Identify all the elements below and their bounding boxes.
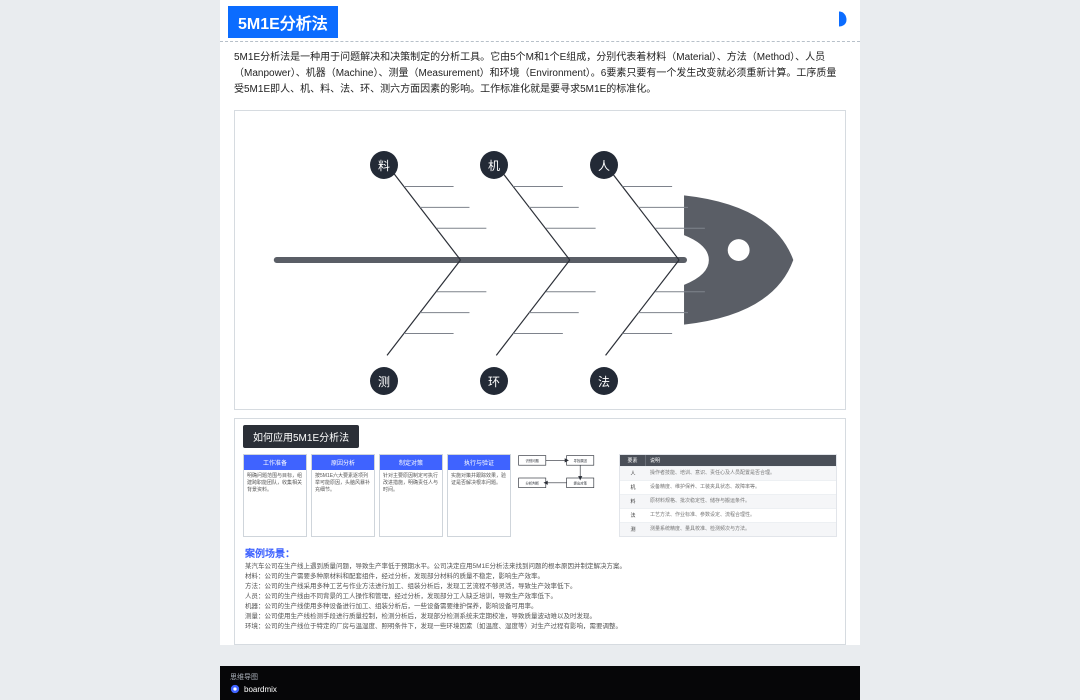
- table-col-1: 说明: [646, 455, 836, 466]
- case-line: 方法：公司的生产线采用多种工艺与作业方法进行加工、组装分析后，发现工艺流程不够灵…: [245, 582, 835, 592]
- fishbone-diagram: 料 机 人测 环 法: [234, 110, 846, 410]
- header: 5M1E分析法: [220, 0, 860, 42]
- case-line: 某汽车公司在生产线上遇到质量问题，导致生产率低于预期水平。公司决定应用5M1E分…: [245, 562, 835, 572]
- howto-section: 如何应用5M1E分析法 工作准备明确问题范围与目标，组建跨职能团队，收集相关背景…: [234, 418, 846, 645]
- svg-text:提出对策: 提出对策: [573, 480, 587, 485]
- table-row: 人操作者技能、培训、意识、责任心及人员配置是否合理。: [620, 466, 836, 480]
- fishbone-svg: [235, 111, 845, 409]
- case-line: 材料：公司的生产需要多种原材料和配套组件，经过分析，发现部分材料的质量不稳定，影…: [245, 572, 835, 582]
- footer-brand: boardmix: [230, 684, 850, 694]
- step: 执行与验证实施对策并跟踪效果，验证是否解决根本问题。: [447, 454, 511, 537]
- brand-logo-icon: [830, 10, 848, 28]
- step: 工作准备明确问题范围与目标，组建跨职能团队，收集相关背景资料。: [243, 454, 307, 537]
- case-line: 测量：公司使用生产线检测手段进行质量控制，检测分析后，发现部分检测系统未定期校准…: [245, 612, 835, 622]
- fishbone-node: 机: [480, 151, 508, 179]
- fishbone-node: 人: [590, 151, 618, 179]
- table-row: 机设备精度、维护保养、工装夹具状态、故障率等。: [620, 480, 836, 494]
- fishbone-node: 法: [590, 367, 618, 395]
- howto-title: 如何应用5M1E分析法: [243, 425, 359, 448]
- case-line: 机器：公司的生产线使用多种设备进行加工、组装分析后，一些设备需要维护保养，影响设…: [245, 602, 835, 612]
- page: 5M1E分析法 5M1E分析法是一种用于问题解决和决策制定的分析工具。它由5个M…: [220, 0, 860, 645]
- factor-table: 要素 说明 人操作者技能、培训、意识、责任心及人员配置是否合理。机设备精度、维护…: [619, 454, 837, 537]
- fishbone-node: 测: [370, 367, 398, 395]
- case-line: 人员：公司的生产线由不同背景的工人操作和管理，经过分析，发现部分工人缺乏培训，导…: [245, 592, 835, 602]
- mini-flowchart: 识别问题 寻找原因 分析判断 提出对策: [517, 454, 613, 494]
- step-list: 工作准备明确问题范围与目标，组建跨职能团队，收集相关背景资料。原因分析按5M1E…: [243, 454, 511, 537]
- step: 原因分析按5M1E六大要素逐项列举可能原因，头脑风暴补充细节。: [311, 454, 375, 537]
- table-row: 料原材料规格、批次稳定性、储存与搬运条件。: [620, 494, 836, 508]
- table-row: 测测量系统精度、量具校准、检测频次与方法。: [620, 522, 836, 536]
- case-title: 案例场景：: [245, 545, 835, 560]
- svg-text:寻找原因: 寻找原因: [573, 458, 587, 463]
- case-block: 案例场景： 某汽车公司在生产线上遇到质量问题，导致生产率低于预期水平。公司决定应…: [235, 543, 845, 638]
- fishbone-node: 料: [370, 151, 398, 179]
- svg-text:分析判断: 分析判断: [525, 480, 539, 485]
- footer: 思维导图 boardmix: [220, 666, 860, 700]
- table-col-0: 要素: [620, 455, 646, 466]
- step: 制定对策针对主要原因制定可执行改进措施，明确责任人与时间。: [379, 454, 443, 537]
- page-title: 5M1E分析法: [228, 6, 338, 38]
- footer-text: 思维导图: [230, 672, 850, 682]
- intro-text: 5M1E分析法是一种用于问题解决和决策制定的分析工具。它由5个M和1个E组成，分…: [220, 42, 860, 108]
- table-row: 法工艺方法、作业标准、参数设定、流程合理性。: [620, 508, 836, 522]
- case-line: 环境：公司的生产线位于特定的厂房与温湿度、照明条件下，发现一些环境因素（如温度、…: [245, 622, 835, 632]
- brand-icon: [230, 684, 240, 694]
- svg-text:识别问题: 识别问题: [525, 458, 539, 463]
- fishbone-node: 环: [480, 367, 508, 395]
